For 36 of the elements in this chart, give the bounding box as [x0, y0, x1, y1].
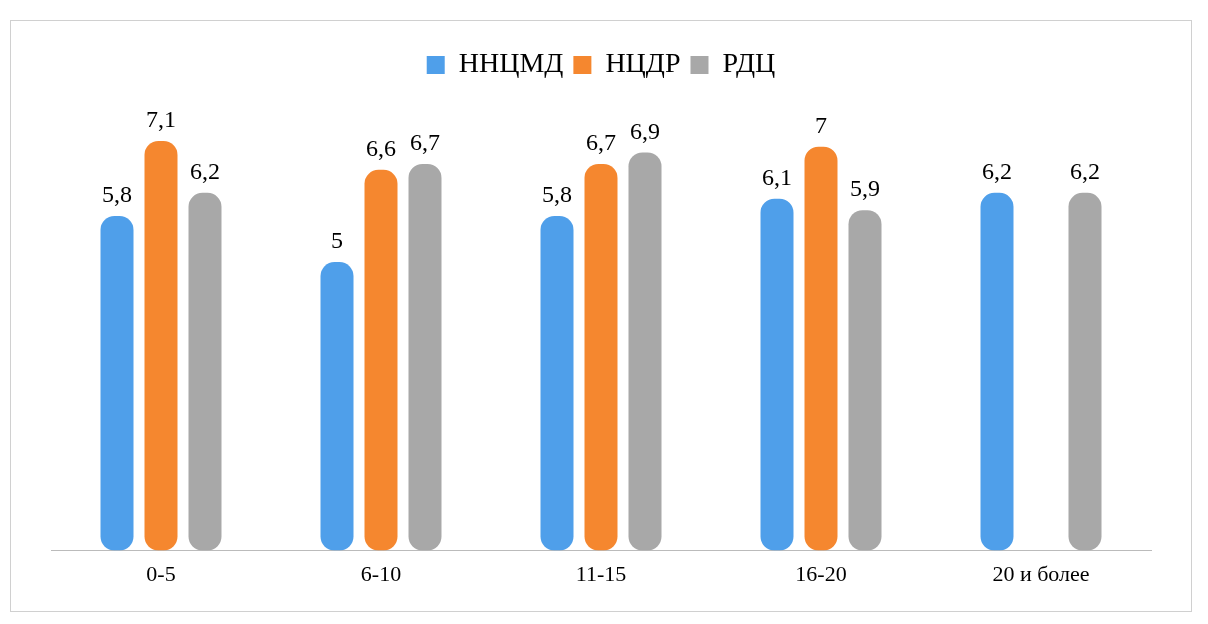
bar: [1068, 192, 1102, 551]
data-label: 5,9: [850, 175, 880, 202]
bar: [760, 198, 794, 551]
bar: [364, 169, 398, 551]
bar: [100, 215, 134, 551]
data-label: 7,1: [146, 106, 176, 133]
data-label: 6,7: [410, 129, 440, 156]
data-label: 6,2: [982, 158, 1012, 185]
bar: [980, 192, 1014, 551]
data-label: 6,2: [1070, 158, 1100, 185]
legend-label: НЦДР: [605, 47, 681, 79]
data-label: 6,1: [762, 163, 792, 190]
x-tick-label: 16-20: [795, 560, 847, 586]
x-tick-label: 11-15: [575, 560, 627, 586]
data-label: 7: [815, 112, 827, 138]
x-tick-label: 20 и более: [992, 560, 1090, 586]
legend-label: РДЦ: [722, 47, 776, 79]
data-label: 6,9: [630, 117, 660, 144]
bar: [584, 164, 618, 551]
bar: [188, 192, 222, 551]
x-tick-label: 0-5: [146, 560, 176, 586]
data-label: 6,6: [366, 135, 396, 162]
bar: [628, 152, 662, 551]
bar: [848, 210, 882, 551]
bar: [408, 164, 442, 551]
data-label: 6,7: [586, 129, 616, 156]
bar: [804, 146, 838, 551]
x-tick-label: 6-10: [360, 560, 402, 586]
bar: [540, 215, 574, 551]
data-label: 5: [331, 227, 343, 254]
data-label: 5,8: [102, 181, 132, 208]
data-label: 6,2: [190, 158, 220, 185]
bar: [144, 140, 178, 551]
bar: [320, 262, 354, 551]
data-label: 5,8: [542, 181, 572, 208]
legend-label: ННЦМД: [458, 47, 564, 79]
